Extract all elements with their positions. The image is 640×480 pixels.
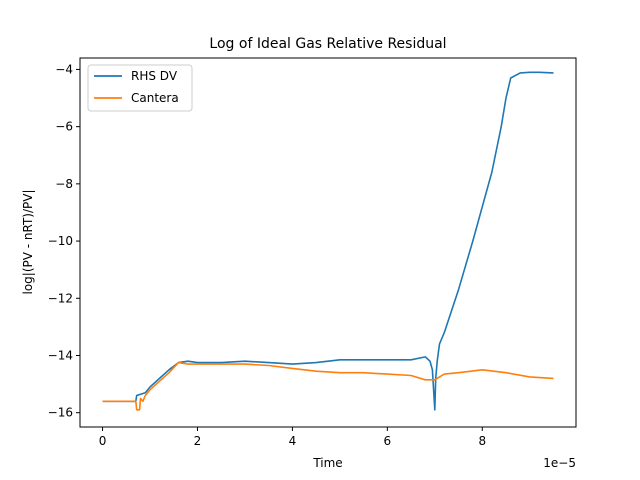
y-tick-label: −14 xyxy=(48,348,73,362)
x-tick-label: 8 xyxy=(478,434,486,448)
series-line-cantera xyxy=(102,361,554,411)
legend-label: Cantera xyxy=(131,91,179,105)
y-tick-label: −16 xyxy=(48,406,73,420)
x-tick-label: 2 xyxy=(194,434,202,448)
x-tick-label: 4 xyxy=(289,434,297,448)
axes-frame xyxy=(79,57,577,428)
y-axis: −16 −14 −12 −10 −8 −6 −4 xyxy=(48,62,80,420)
y-tick-label: −10 xyxy=(48,234,73,248)
y-tick-label: −8 xyxy=(55,177,73,191)
x-offset-label: 1e−5 xyxy=(543,456,576,470)
y-tick-label: −12 xyxy=(48,291,73,305)
legend-label: RHS DV xyxy=(131,69,178,83)
x-axis: 0 2 4 6 8 xyxy=(99,427,486,448)
x-tick-label: 0 xyxy=(99,434,107,448)
series-line-rhs-dv xyxy=(102,71,554,411)
legend: RHS DV Cantera xyxy=(87,64,193,112)
y-axis-label: log|(PV - nRT)/PV| xyxy=(21,189,35,294)
y-tick-label: −4 xyxy=(55,62,73,76)
x-axis-label: Time xyxy=(312,456,342,470)
x-tick-label: 6 xyxy=(384,434,392,448)
chart-title: Log of Ideal Gas Relative Residual xyxy=(209,36,446,52)
y-tick-label: −6 xyxy=(55,120,73,134)
plot-area xyxy=(102,71,554,411)
